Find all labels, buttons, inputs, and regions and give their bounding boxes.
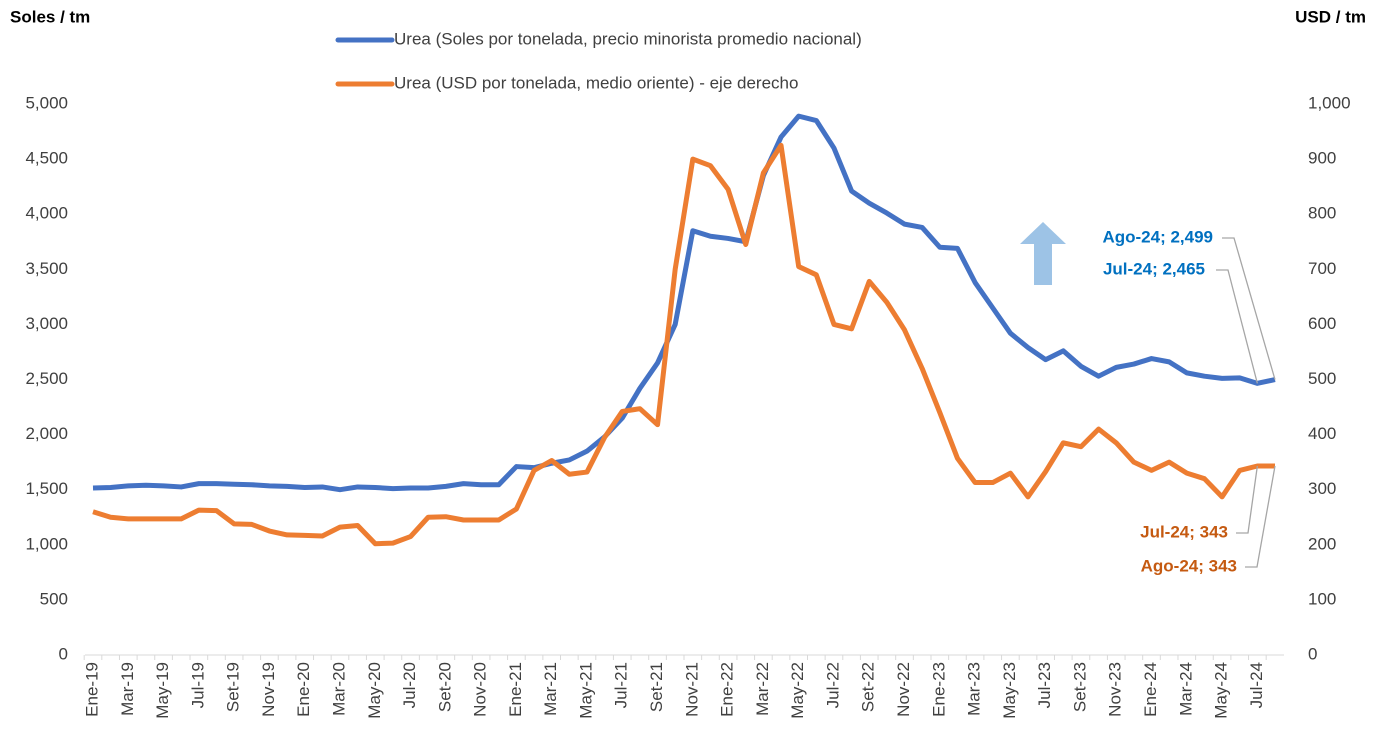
x-tick-label: Ene-20 [294, 662, 313, 717]
data-label: Jul-24; 343 [1140, 522, 1228, 541]
x-tick-label: Ene-22 [718, 662, 737, 717]
x-tick-label: Ene-23 [929, 662, 948, 717]
x-tick-label: May-19 [153, 662, 172, 719]
x-tick-label: Nov-20 [471, 662, 490, 717]
leader-line [1216, 269, 1258, 384]
x-tick-label: Jul-23 [1035, 662, 1054, 708]
x-tick-label: May-22 [788, 662, 807, 719]
y2-tick-label: 1,000 [1308, 93, 1351, 112]
up-arrow [1020, 222, 1066, 285]
x-tick-label: Nov-22 [894, 662, 913, 717]
x-tick-label: Jul-21 [612, 662, 631, 708]
y-tick-label: 2,000 [25, 424, 68, 443]
y2-tick-label: 500 [1308, 369, 1336, 388]
x-tick-label: Jul-19 [188, 662, 207, 708]
y-axis-title: Soles / tm [10, 7, 90, 26]
y-tick-label: 4,500 [25, 149, 68, 168]
y-tick-label: 1,000 [25, 534, 68, 553]
y-tick-label: 4,000 [25, 204, 68, 223]
y2-tick-label: 800 [1308, 204, 1336, 223]
x-tick-label: Nov-19 [259, 662, 278, 717]
y2-tick-label: 0 [1308, 644, 1317, 663]
y2-tick-label: 700 [1308, 259, 1336, 278]
x-tick-label: Mar-22 [753, 662, 772, 716]
data-line [92, 113, 1276, 493]
y2-tick-label: 300 [1308, 479, 1336, 498]
x-tick-label: Set-20 [435, 662, 454, 712]
y-tick-label: 3,500 [25, 259, 68, 278]
legend-label: Urea (USD por tonelada, medio oriente) -… [394, 73, 798, 92]
y2-tick-label: 100 [1308, 589, 1336, 608]
y-tick-label: 1,500 [25, 479, 68, 498]
x-tick-label: Jul-22 [823, 662, 842, 708]
x-tick-label: Nov-23 [1106, 662, 1125, 717]
x-tick-label: Mar-19 [118, 662, 137, 716]
y2-axis-title: USD / tm [1295, 7, 1366, 26]
x-tick-label: Mar-20 [329, 662, 348, 716]
x-tick-label: Ene-21 [506, 662, 525, 717]
x-tick-label: May-21 [576, 662, 595, 719]
x-tick-label: May-20 [365, 662, 384, 719]
y-tick-label: 3,000 [25, 314, 68, 333]
legend-label: Urea (Soles por tonelada, precio minoris… [394, 29, 862, 48]
x-tick-label: Mar-23 [965, 662, 984, 716]
x-tick-label: Set-21 [647, 662, 666, 712]
y2-tick-label: 900 [1308, 149, 1336, 168]
x-tick-label: Jul-24 [1247, 662, 1266, 708]
data-label: Ago-24; 343 [1141, 556, 1237, 575]
x-tick-label: May-24 [1212, 662, 1231, 719]
y2-tick-label: 400 [1308, 424, 1336, 443]
leader-line [1236, 465, 1259, 534]
y-tick-label: 500 [40, 589, 68, 608]
data-label: Ago-24; 2,499 [1102, 227, 1213, 246]
x-tick-label: Ene-24 [1141, 662, 1160, 717]
x-tick-label: Mar-21 [541, 662, 560, 716]
x-tick-label: Jul-20 [400, 662, 419, 708]
x-tick-label: Set-19 [224, 662, 243, 712]
x-tick-label: Ene-19 [82, 662, 101, 717]
data-line [92, 142, 1275, 547]
data-label: Jul-24; 2,465 [1103, 259, 1205, 278]
x-tick-label: Set-23 [1070, 662, 1089, 712]
leader-line [1222, 237, 1276, 380]
x-tick-label: Nov-21 [682, 662, 701, 717]
x-tick-label: Mar-24 [1176, 662, 1195, 716]
x-tick-label: May-23 [1000, 662, 1019, 719]
y-tick-label: 0 [59, 644, 68, 663]
leader-line [1245, 465, 1276, 568]
x-tick-label: Set-22 [859, 662, 878, 712]
y-tick-label: 5,000 [25, 93, 68, 112]
y2-tick-label: 600 [1308, 314, 1336, 333]
y2-tick-label: 200 [1308, 534, 1336, 553]
y-tick-label: 2,500 [25, 369, 68, 388]
